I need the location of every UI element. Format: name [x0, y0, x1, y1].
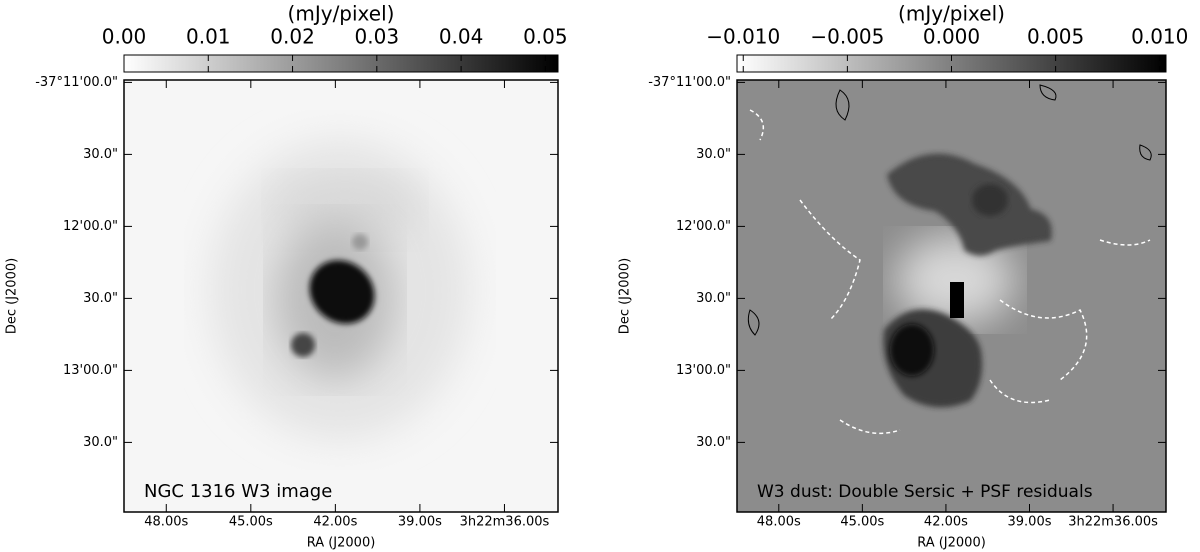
x-tick-label: 45.00s [229, 515, 273, 530]
x-tick-label: 42.00s [313, 515, 357, 530]
x-axis-label: RA (J2000) [307, 536, 376, 551]
colorbar [123, 54, 559, 73]
y-tick-label: -37°11'00.0" [35, 75, 118, 90]
colorbar-tick-label: 0.00 [102, 25, 147, 49]
image-frame [736, 79, 1167, 513]
colorbar-tick-label: 0.04 [439, 25, 484, 49]
image-left [124, 80, 558, 512]
y-tick-label: 30.0" [83, 147, 118, 162]
y-tick-label: 30.0" [696, 435, 731, 450]
colorbar-tick-label: 0.01 [186, 25, 231, 49]
colorbar-label: (mJy/pixel) [898, 2, 1005, 26]
x-tick-label: 39.00s [1008, 515, 1052, 530]
colorbar-tick-label: 0.02 [270, 25, 315, 49]
x-axis-label: RA (J2000) [917, 536, 986, 551]
x-tick-label: 39.00s [398, 515, 442, 530]
colorbar-tick-label: 0.010 [1131, 25, 1188, 49]
colorbar-label: (mJy/pixel) [288, 2, 395, 26]
colorbar-tick-label: −0.005 [810, 25, 884, 49]
x-tick-label: 3h22m36.00s [1068, 515, 1158, 530]
x-tick-label: 48.00s [144, 515, 188, 530]
image-frame [123, 79, 559, 513]
y-tick-label: 12'00.0" [676, 219, 731, 234]
image-right [737, 80, 1166, 512]
x-tick-label: 42.00s [924, 515, 968, 530]
colorbar-tick-label: 0.000 [923, 25, 980, 49]
colorbar-tick-label: 0.05 [523, 25, 568, 49]
x-tick-label: 45.00s [840, 515, 884, 530]
x-tick-label: 48.00s [757, 515, 801, 530]
y-tick-label: 12'00.0" [63, 219, 118, 234]
x-tick-label: 3h22m36.00s [460, 515, 550, 530]
y-tick-label: 30.0" [696, 147, 731, 162]
colorbar-tick-label: 0.03 [355, 25, 400, 49]
colorbar-tick-label: −0.010 [706, 25, 780, 49]
y-axis-label: Dec (J2000) [5, 258, 20, 334]
y-axis-label: Dec (J2000) [618, 258, 633, 334]
y-tick-label: 13'00.0" [676, 363, 731, 378]
annotation: W3 dust: Double Sersic + PSF residuals [757, 482, 1093, 502]
y-tick-label: 30.0" [83, 291, 118, 306]
y-tick-label: -37°11'00.0" [648, 75, 731, 90]
y-tick-label: 13'00.0" [63, 363, 118, 378]
y-tick-label: 30.0" [696, 291, 731, 306]
colorbar-tick-label: 0.005 [1027, 25, 1084, 49]
annotation: NGC 1316 W3 image [144, 481, 332, 502]
y-tick-label: 30.0" [83, 435, 118, 450]
